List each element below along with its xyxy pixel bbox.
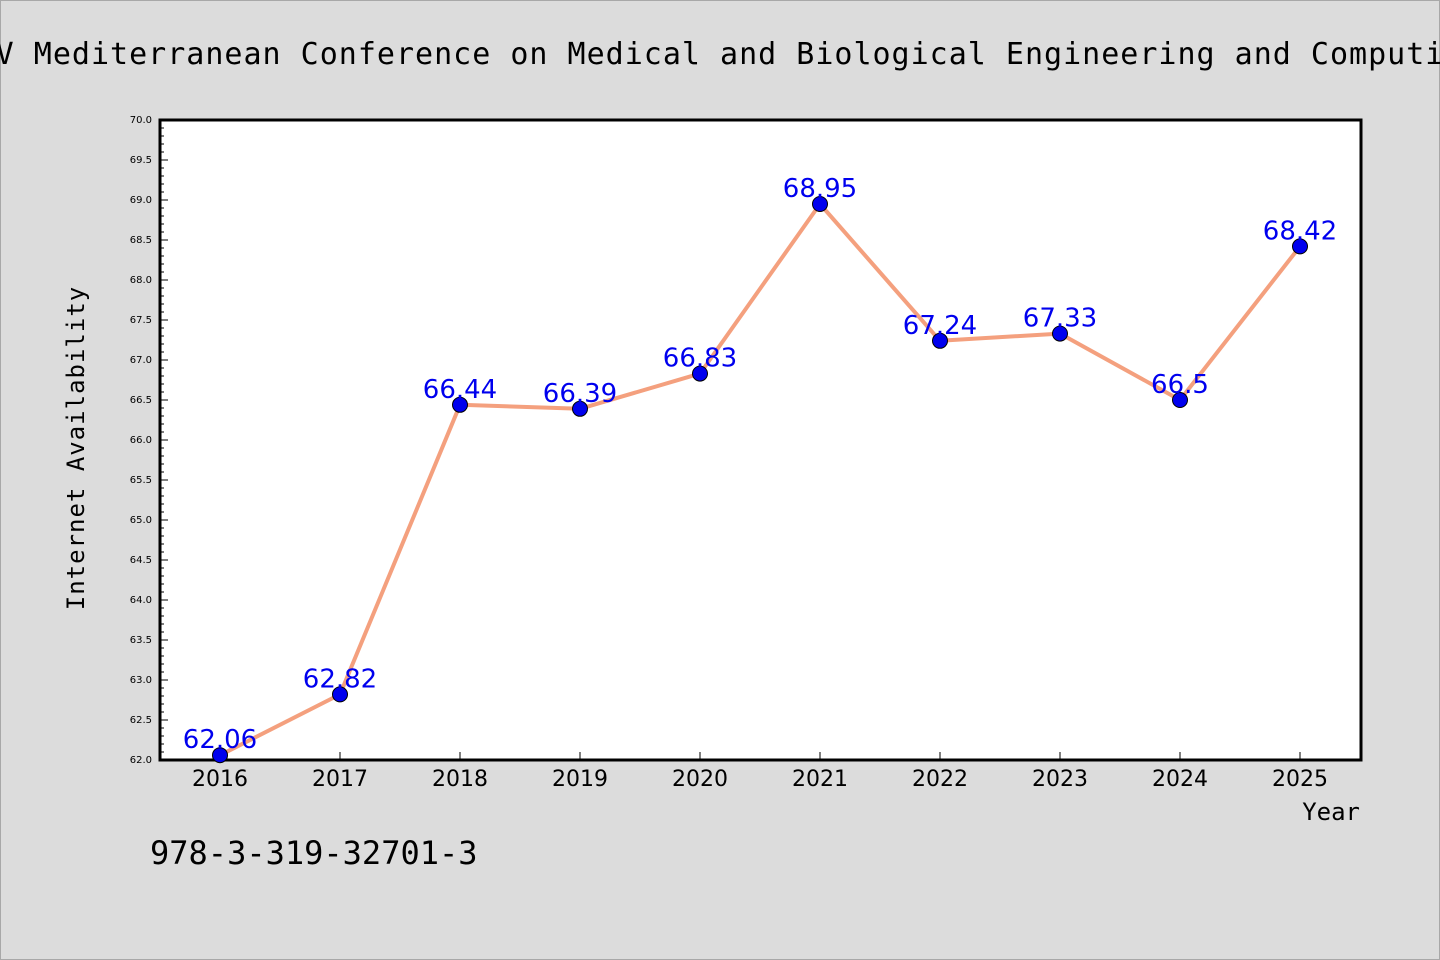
y-tick-label: 69.5 — [130, 155, 152, 166]
y-tick-label: 70.0 — [130, 115, 152, 126]
x-tick-label: 2016 — [192, 767, 248, 792]
data-label: 66.39 — [543, 379, 617, 409]
data-label: 67.33 — [1023, 304, 1097, 334]
x-tick-label: 2023 — [1032, 767, 1088, 792]
y-tick-label: 66.5 — [130, 395, 152, 406]
x-axis-label: Year — [1302, 798, 1360, 826]
series-layer: 62.06 62.82 66.44 66.39 66.83 68.95 67.24 67.33… — [183, 174, 1337, 764]
data-point-marker — [212, 747, 228, 764]
data-point-marker — [692, 365, 708, 382]
data-label: 66.5 — [1151, 370, 1209, 400]
data-point-marker — [812, 196, 828, 212]
data-point-marker — [932, 332, 948, 349]
x-tick-label: 2021 — [792, 767, 848, 792]
x-tick-label: 2019 — [552, 767, 608, 792]
y-tick-label: 68.5 — [130, 235, 152, 246]
data-point-marker — [1172, 392, 1188, 408]
y-tick-label: 65.5 — [130, 475, 152, 486]
data-label: 62.06 — [183, 725, 257, 755]
y-tick-label: 65.0 — [130, 515, 152, 526]
series-line — [219, 202, 1302, 757]
y-tick-label: 63.5 — [130, 635, 152, 646]
data-point-marker — [1292, 238, 1308, 255]
x-tick-label: 2018 — [432, 767, 488, 792]
x-tick-label: 2017 — [312, 767, 368, 792]
x-axis: 2016 2017 2018 2019 2020 2021 2022 2023 2024 2025 — [192, 752, 1328, 792]
plot-area — [158, 118, 1363, 762]
y-tick-label: 64.5 — [130, 555, 152, 566]
data-label: 66.44 — [423, 375, 497, 405]
y-tick-label: 69.0 — [130, 195, 152, 206]
y-tick-label: 67.5 — [130, 315, 152, 326]
y-axis-label: Internet Availability — [62, 286, 90, 610]
data-point-marker — [572, 400, 588, 417]
y-tick-label: 66.0 — [130, 435, 152, 446]
y-tick-label: 62.5 — [130, 715, 152, 726]
data-label: 68.42 — [1263, 216, 1337, 246]
x-tick-label: 2022 — [912, 767, 968, 792]
chart-title: XIV Mediterranean Conference on Medical … — [0, 37, 1440, 72]
y-tick-label: 67.0 — [130, 355, 152, 366]
data-label: 66.83 — [663, 344, 737, 374]
y-tick-label: 68.0 — [130, 275, 152, 286]
y-tick-label: 62.0 — [130, 755, 152, 766]
x-tick-label: 2025 — [1272, 767, 1328, 792]
data-label: 67.24 — [903, 311, 977, 341]
data-point-marker — [332, 686, 348, 703]
data-point-marker — [1052, 325, 1068, 342]
x-tick-label: 2020 — [672, 767, 728, 792]
data-label: 62.82 — [303, 664, 377, 694]
y-tick-label: 64.0 — [130, 595, 152, 606]
data-label: 68.95 — [783, 174, 857, 204]
data-point-marker — [452, 396, 468, 413]
y-axis: 62.0 62.5 63.0 63.5 64.0 64.5 65.0 65.5 66.0 66.5… — [130, 115, 168, 766]
x-tick-label: 2024 — [1152, 767, 1208, 792]
isbn-footnote: 978-3-319-32701-3 — [150, 834, 478, 872]
y-tick-label: 63.0 — [130, 675, 152, 686]
